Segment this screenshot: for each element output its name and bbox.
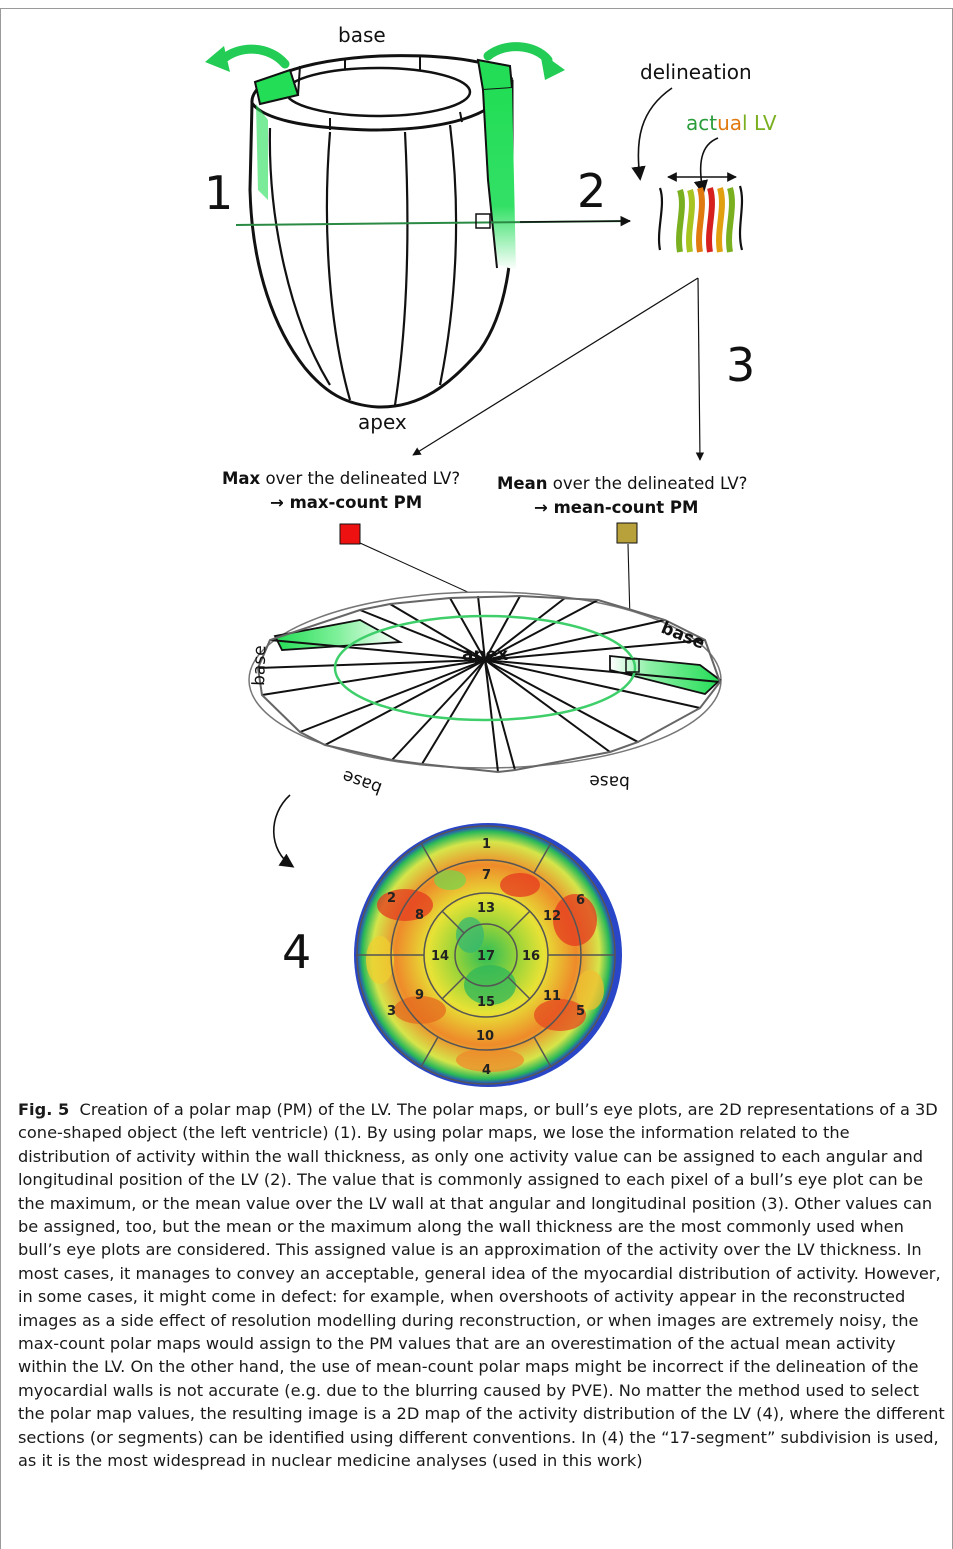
label-actual-lv-part3: l LV bbox=[742, 111, 777, 135]
label-base-top: base bbox=[338, 23, 386, 47]
segment-label-15: 15 bbox=[477, 995, 495, 1010]
step-label-3: 3 bbox=[726, 338, 755, 392]
disk-label-base-left: base bbox=[249, 645, 270, 686]
caption-text: Creation of a polar map (PM) of the LV. … bbox=[18, 1100, 945, 1471]
label-actual-lv-part2: ua bbox=[717, 111, 742, 135]
disk-label-base-bottom-left: base bbox=[340, 765, 385, 798]
segment-label-7: 7 bbox=[482, 868, 491, 883]
segment-label-16: 16 bbox=[522, 949, 540, 964]
segment-label-10: 10 bbox=[476, 1029, 494, 1044]
max-label-bold: Max bbox=[222, 469, 261, 488]
step-label-2: 2 bbox=[577, 164, 606, 218]
mean-label-line1: Mean over the delineated LV? bbox=[497, 474, 747, 493]
segment-label-2: 2 bbox=[387, 891, 396, 906]
lv-cone-drawing bbox=[205, 42, 632, 409]
max-label-line1: Max over the delineated LV? bbox=[222, 469, 460, 488]
segment-label-5: 5 bbox=[576, 1004, 585, 1019]
segment-label-13: 13 bbox=[477, 901, 495, 916]
segment-label-4: 4 bbox=[482, 1063, 491, 1078]
mean-label-line2: → mean-count PM bbox=[534, 498, 698, 517]
wall-cross-section bbox=[657, 185, 744, 253]
step-label-1: 1 bbox=[204, 166, 233, 220]
disk-label-apex: apex bbox=[462, 645, 508, 665]
label-delineation: delineation bbox=[640, 60, 752, 84]
caption-label: Fig. 5 bbox=[18, 1100, 70, 1119]
step-label-4: 4 bbox=[282, 925, 311, 979]
segment-label-14: 14 bbox=[431, 949, 449, 964]
max-label-line2: → max-count PM bbox=[270, 493, 422, 512]
label-apex-cone: apex bbox=[358, 410, 407, 434]
max-label-rest: over the delineated LV? bbox=[260, 469, 460, 488]
mean-count-swatch bbox=[616, 522, 638, 544]
segment-label-1: 1 bbox=[482, 837, 491, 852]
segment-label-6: 6 bbox=[576, 893, 585, 908]
label-actual-lv: actual LV bbox=[686, 111, 777, 135]
segment-label-12: 12 bbox=[543, 909, 561, 924]
segment-label-9: 9 bbox=[415, 988, 424, 1003]
bulls-eye-plot: 1 2 3 4 5 6 7 8 9 10 11 12 13 14 15 16 1… bbox=[354, 823, 622, 1087]
mean-label-rest: over the delineated LV? bbox=[548, 474, 748, 493]
max-count-swatch bbox=[339, 523, 361, 545]
segment-label-8: 8 bbox=[415, 908, 424, 923]
segment-label-3: 3 bbox=[387, 1004, 396, 1019]
segment-label-11: 11 bbox=[543, 989, 561, 1004]
flattened-polar-disk bbox=[248, 591, 722, 774]
mean-label-bold: Mean bbox=[497, 474, 548, 493]
disk-label-base-bottom-right: base bbox=[589, 771, 630, 792]
figure-illustration: base apex 1 2 3 4 delineation actual LV … bbox=[204, 23, 777, 1087]
label-actual-lv-part1: act bbox=[686, 111, 717, 135]
segment-label-17: 17 bbox=[477, 949, 495, 964]
figure-caption: Fig. 5 Creation of a polar map (PM) of t… bbox=[18, 1098, 946, 1473]
